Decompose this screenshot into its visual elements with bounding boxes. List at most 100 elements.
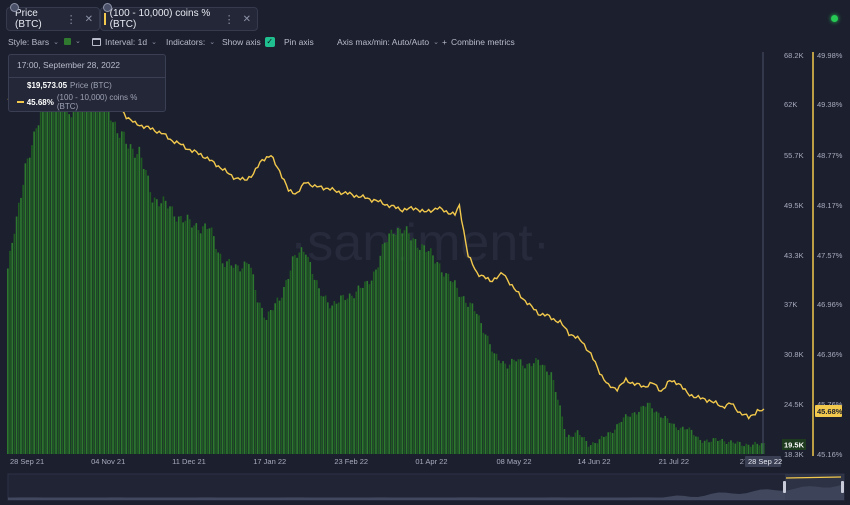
price-bar xyxy=(581,437,583,454)
style-dropdown[interactable]: Style: Bars ⌄ xyxy=(8,37,59,47)
price-bar xyxy=(554,391,557,454)
checkbox-checked-icon[interactable]: ✓ xyxy=(264,37,275,47)
price-bar xyxy=(484,334,487,454)
coins-axis-tick: 45.76% xyxy=(817,400,843,409)
price-bar xyxy=(162,196,165,455)
price-bar xyxy=(164,200,167,454)
price-bar xyxy=(749,446,752,454)
navigator-handle-right[interactable] xyxy=(841,481,844,493)
price-bar xyxy=(440,272,443,454)
price-bar xyxy=(697,436,699,454)
price-bar xyxy=(616,424,618,454)
price-bar xyxy=(272,310,274,454)
interval-dropdown[interactable]: Interval: 1d ⌄ xyxy=(92,37,157,47)
price-bar xyxy=(760,443,763,454)
price-bar xyxy=(598,439,601,454)
price-bar xyxy=(532,363,535,454)
range-navigator[interactable] xyxy=(7,473,845,501)
price-bar xyxy=(399,228,401,454)
price-bar xyxy=(53,97,55,454)
line-series-marker xyxy=(17,101,24,103)
price-bar xyxy=(519,359,522,454)
price-bar xyxy=(666,418,669,454)
price-bar xyxy=(618,422,621,454)
price-bar xyxy=(85,90,88,455)
tab-close-icon[interactable]: ✕ xyxy=(84,13,93,25)
price-bar xyxy=(199,233,202,454)
price-bar xyxy=(315,280,318,454)
chevron-down-icon: ⌄ xyxy=(209,39,216,46)
price-bar xyxy=(294,255,296,454)
price-bar xyxy=(557,399,559,454)
price-bar xyxy=(228,259,230,454)
price-bar xyxy=(436,261,439,454)
price-bar xyxy=(142,168,145,454)
price-bar xyxy=(611,433,614,454)
price-bar xyxy=(607,432,610,454)
price-bar xyxy=(261,307,263,454)
price-bar xyxy=(156,199,158,454)
price-bar xyxy=(644,406,647,454)
price-bar xyxy=(725,443,728,454)
price-bar xyxy=(633,412,636,454)
price-bar xyxy=(370,280,373,454)
price-bar xyxy=(202,226,204,454)
price-bar xyxy=(383,242,386,454)
tab-menu-icon[interactable]: ⋮ xyxy=(65,13,77,26)
price-bar xyxy=(432,255,434,454)
price-bar xyxy=(83,87,86,454)
price-bar xyxy=(675,427,678,454)
price-bar xyxy=(589,445,592,454)
price-bar xyxy=(646,402,649,454)
price-bar xyxy=(521,365,524,454)
price-bar xyxy=(110,120,112,455)
date-axis: 28 Sep 21 04 Nov 21 11 Dec 21 17 Jan 22 23 F… xyxy=(10,456,782,467)
price-bar xyxy=(105,91,108,455)
price-bar xyxy=(252,274,255,454)
price-bar xyxy=(44,111,46,455)
combine-metrics-button[interactable]: + Combine metrics xyxy=(442,37,515,47)
pin-axis-label: Pin axis xyxy=(284,37,314,47)
price-bar xyxy=(552,380,555,454)
show-axis-toggle[interactable]: Show axis ✓ xyxy=(222,37,275,47)
price-bar xyxy=(74,101,77,455)
price-bar xyxy=(357,285,360,454)
price-bar xyxy=(504,363,507,454)
tab-coins-percent[interactable]: (100 - 10,000) coins % (BTC) ⋮ ✕ xyxy=(100,3,258,31)
price-bar xyxy=(305,254,307,454)
price-bar xyxy=(340,295,342,454)
price-bar xyxy=(180,216,182,454)
price-bar xyxy=(714,438,717,454)
price-bar xyxy=(20,197,22,454)
tab-close-icon[interactable]: ✕ xyxy=(242,13,251,25)
price-bar xyxy=(456,287,458,454)
indicators-dropdown[interactable]: Indicators: ⌄ xyxy=(166,37,215,47)
axis-maxmin-dropdown[interactable]: Axis max/min: Auto/Auto ⌄ xyxy=(337,37,439,47)
calendar-icon xyxy=(92,38,101,46)
price-bar xyxy=(421,244,423,454)
price-bar xyxy=(24,163,27,455)
price-bar xyxy=(173,216,176,454)
price-bar xyxy=(528,363,531,454)
price-bar xyxy=(458,296,461,454)
price-bar xyxy=(405,226,408,454)
price-bar xyxy=(758,445,761,454)
price-bar xyxy=(401,233,404,454)
tab-menu-icon[interactable]: ⋮ xyxy=(223,13,235,26)
price-bar xyxy=(153,197,156,454)
tooltip-price-row: $19,573.05 Price (BTC) xyxy=(9,78,165,90)
price-bar xyxy=(662,418,664,454)
navigator-handle-left[interactable] xyxy=(783,481,786,493)
price-bar xyxy=(346,298,349,454)
price-bar xyxy=(145,169,147,454)
tab-price-btc[interactable]: Price (BTC) ⋮ ✕ xyxy=(6,3,100,31)
price-bar xyxy=(381,244,384,454)
color-picker[interactable]: ⌄ xyxy=(64,37,81,45)
price-bar xyxy=(120,131,123,454)
chevron-down-icon: ⌄ xyxy=(53,39,59,46)
price-bar xyxy=(366,280,369,454)
axis-maxmin-label: Axis max/min: Auto/Auto xyxy=(337,37,430,47)
pin-axis-toggle[interactable]: Pin axis xyxy=(284,37,314,47)
price-bar xyxy=(469,302,472,454)
